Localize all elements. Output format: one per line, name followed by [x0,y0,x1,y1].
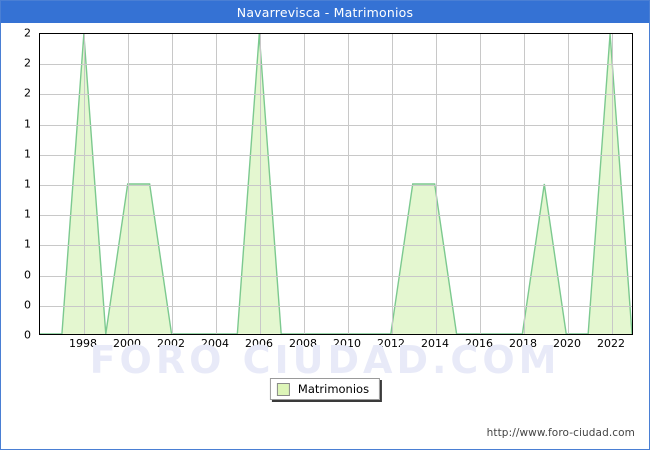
y-axis-tick-label: 2 [24,56,31,70]
x-axis-tick-label: 2018 [509,337,537,350]
gridline-horizontal [40,185,632,186]
x-axis-tick-label: 2002 [157,337,185,350]
window-title-bar: Navarrevisca - Matrimonios [1,1,649,23]
y-axis-tick-label: 1 [24,117,31,131]
gridline-horizontal [40,305,632,307]
gridline-horizontal [40,94,632,96]
gridline-horizontal [40,245,632,247]
gridline-vertical [260,34,261,334]
x-axis-tick-label: 2008 [289,337,317,350]
gridline-vertical [524,34,525,334]
x-axis-tick-label: 2016 [465,337,493,350]
series-line [40,34,632,334]
gridline-horizontal [40,124,632,126]
gridline-vertical [568,34,569,334]
x-axis-tick-label: 2020 [553,337,581,350]
gridline-vertical [128,34,129,334]
legend-label-matrimonios: Matrimonios [297,382,370,396]
gridline-vertical [480,34,481,334]
plot-wrapper [39,33,633,335]
x-axis-tick-label: 2006 [245,337,273,350]
gridline-vertical [348,34,349,334]
source-url: http://www.foro-ciudad.com [486,427,635,439]
x-axis: 1998 2000 2002 2004 2006 2008 2010 2012 2014 2016… [39,337,633,357]
gridline-horizontal [40,154,632,156]
y-axis: 2 2 2 1 1 1 1 1 0 0 0 [1,27,35,342]
x-axis-tick-label: 1998 [69,337,97,350]
x-axis-tick-label: 2022 [597,337,625,350]
chart-legend[interactable]: Matrimonios [269,378,381,400]
y-axis-tick-label: 1 [24,207,31,221]
gridline-horizontal [40,275,632,277]
x-axis-tick-label: 2012 [377,337,405,350]
y-axis-tick-label: 2 [24,86,31,100]
y-axis-tick-label: 1 [24,147,31,161]
x-axis-tick-label: 2000 [113,337,141,350]
x-axis-tick-label: 2004 [201,337,229,350]
gridline-horizontal [40,64,632,66]
area-fill [40,34,632,334]
gridline-vertical [304,34,305,334]
gridline-vertical [612,34,613,334]
gridline-vertical [172,34,173,334]
x-axis-tick-label: 2014 [421,337,449,350]
y-axis-tick-label: 2 [24,26,31,40]
y-axis-tick-label: 0 [24,298,31,312]
series-matrimonios [40,34,632,334]
y-axis-tick-label: 0 [24,268,31,282]
y-axis-tick-label: 1 [24,237,31,251]
x-axis-tick-label: 2010 [333,337,361,350]
gridline-vertical [436,34,437,334]
y-axis-tick-label: 0 [24,328,31,342]
gridline-vertical [216,34,217,334]
gridline-horizontal [40,215,632,217]
plot-area [39,33,633,335]
page-title: Navarrevisca - Matrimonios [236,4,414,20]
gridline-vertical [84,34,85,334]
y-axis-tick-label: 1 [24,177,31,191]
gridline-vertical [392,34,393,334]
legend-swatch-matrimonios [276,382,290,396]
